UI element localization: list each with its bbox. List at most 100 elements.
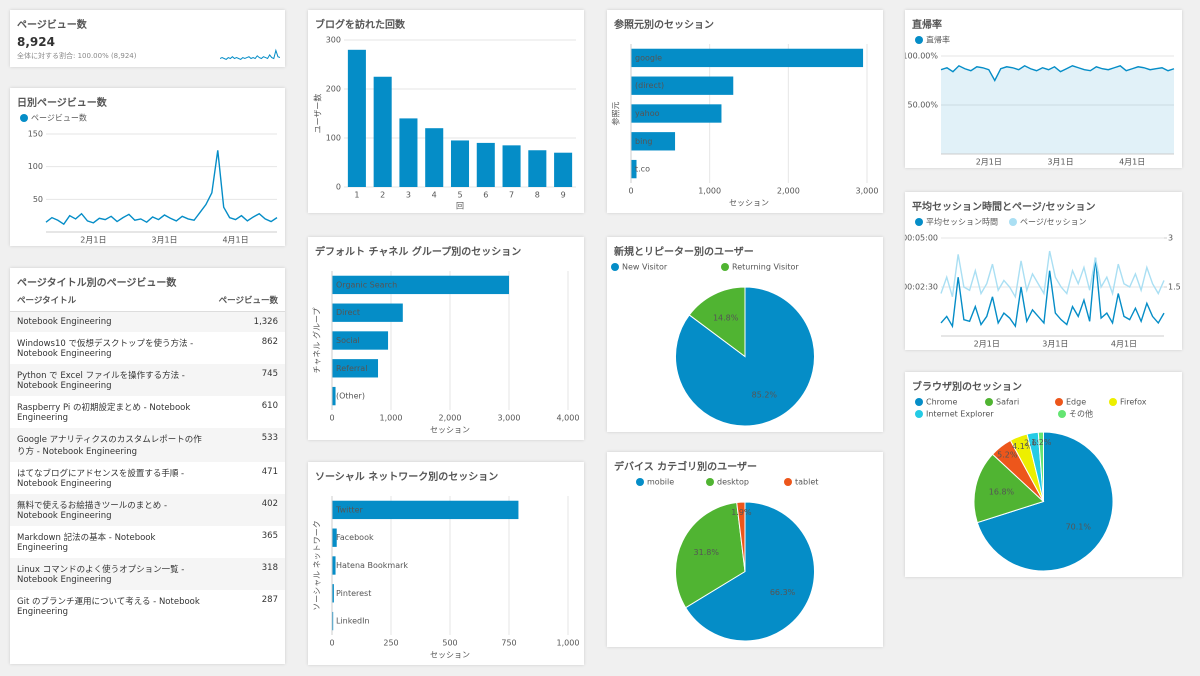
legend-label: ページ/セッション (1020, 218, 1087, 227)
widget: デバイス カテゴリ別のユーザー mobile desktop tablet 66.3% 3… (607, 452, 883, 647)
bar (332, 611, 334, 631)
y-tick-label: 100 (28, 162, 43, 171)
category-label: (direct) (635, 81, 664, 90)
x-tick-label: 250 (383, 639, 398, 648)
widget-title: ページタイトル別のページビュー数 (17, 278, 177, 289)
x-tick-label: 750 (501, 639, 516, 648)
category-label: t.co (635, 165, 650, 174)
slice-label: 4.1% (1012, 442, 1033, 451)
y-tick-label: 50.00% (907, 101, 938, 110)
widget-title: 新規とリピーター別のユーザー (614, 247, 754, 258)
bar (631, 132, 676, 151)
chart: New Visitor Returning Visitor 85.2% 14.8% (611, 263, 815, 427)
bar (450, 140, 470, 187)
y2-tick-label: 3 (1168, 234, 1173, 243)
x-tick-label: 5 (457, 191, 462, 200)
bar (332, 303, 403, 322)
legend-swatch (915, 218, 923, 226)
pie-slice (736, 501, 746, 572)
y-tick-label: 00:02:30 (905, 283, 938, 292)
x-tick-label: 4月1日 (222, 236, 248, 245)
legend-swatch (721, 263, 729, 271)
chart: mobile desktop tablet 66.3% 31.8% 1.9% (636, 478, 818, 642)
table-cell: Windows10 で仮想デスクトップを使う方法 - Notebook Engi… (17, 339, 194, 359)
x-tick-label: 1 (354, 191, 359, 200)
chart: 0 1,000 2,000 3,000 google (direct) yahoo bing t… (611, 44, 879, 208)
legend-label: Edge (1066, 398, 1086, 407)
x-tick-label: 1,000 (557, 639, 580, 648)
metric-note: 全体に対する割合: 100.00% (8,924) (17, 52, 137, 60)
x-tick-label: 1,000 (698, 187, 721, 196)
widget-title: ブラウザ別のセッション (912, 382, 1022, 393)
x-tick-label: 3月1日 (1047, 158, 1073, 167)
legend-swatch (1009, 218, 1017, 226)
bar (332, 500, 519, 520)
x-tick-label: 3 (406, 191, 411, 200)
x-tick-label: 4 (432, 191, 437, 200)
widget: ページタイトル別のページビュー数 ページタイトル ページビュー数 Notebook E… (10, 268, 285, 664)
table-cell: Linux コマンドのよく使うオプション一覧 - Notebook Engine… (10, 558, 212, 590)
chart: ページビュー数 50 100 150 2月1日 3月1日 4月1日 (20, 113, 278, 245)
slice-label: 1.9% (731, 508, 752, 517)
slice-label: 2.6% (1024, 439, 1045, 448)
table-row: Raspberry Pi の初期設定まとめ - Notebook Enginee… (10, 396, 285, 428)
table-cell: 287 (261, 595, 278, 605)
bar (332, 275, 509, 295)
y-axis-label: 参照元 (611, 102, 621, 126)
table-cell: 745 (211, 364, 285, 396)
bar (347, 49, 366, 187)
metric-value: 8,924 (17, 35, 55, 49)
table-cell: 無料で使えるお絵描きツールのまとめ - Notebook Engineering (10, 494, 212, 526)
bar (332, 528, 337, 547)
x-tick-label: 3,000 (856, 187, 879, 196)
series-line (940, 250, 1165, 299)
category-label: yahoo (635, 109, 660, 118)
legend-label: Internet Explorer (926, 410, 994, 419)
bar (332, 331, 389, 350)
x-axis-label: セッション (430, 426, 470, 435)
table-row: Linux コマンドのよく使うオプション一覧 - Notebook Engine… (10, 558, 285, 590)
legend-swatch (20, 114, 28, 122)
legend-label: Firefox (1120, 398, 1147, 407)
bar (332, 556, 336, 575)
category-label: Organic Search (336, 280, 397, 289)
x-tick-label: 2 (380, 191, 385, 200)
table-row: はてなブログにアドセンスを設置する手順 - Notebook Engineeri… (10, 462, 285, 494)
x-tick-label: 3月1日 (151, 236, 177, 245)
legend-swatch (611, 263, 619, 271)
legend-label: その他 (1069, 409, 1093, 419)
table-cell: 318 (211, 558, 285, 590)
bar (631, 159, 637, 179)
widget: 日別ページビュー数 ページビュー数 50 100 150 2月1日 3月1日 4月1日 (10, 88, 285, 246)
series-line (940, 257, 1165, 329)
category-label: Referral (336, 364, 367, 373)
legend-swatch (915, 398, 923, 406)
x-tick-label: 2月1日 (80, 236, 106, 245)
table-cell: 1,326 (211, 311, 285, 332)
x-tick-label: 8 (535, 191, 540, 200)
table-row: Git のブランチ運用について考える - Notebook Engineerin… (10, 590, 285, 622)
bar (502, 145, 521, 187)
table-cell: Notebook Engineering (10, 311, 212, 332)
table-header: ページタイトル ページビュー数 (10, 289, 285, 312)
y-tick-label: 0 (336, 183, 341, 192)
legend-label: tablet (795, 478, 818, 487)
slice-label: 5.2% (997, 450, 1018, 459)
slice-label: 1.2% (1031, 438, 1052, 447)
x-tick-label: 0 (329, 639, 334, 648)
widget-title: 直帰率 (912, 20, 942, 31)
legend-label: Safari (996, 398, 1019, 407)
y-axis-label: チャネル グループ (312, 308, 322, 374)
legend-swatch (1055, 398, 1063, 406)
widget: 直帰率 直帰率 50.00% 100.00% 2月1日 3月1日 4月1日 (905, 10, 1182, 168)
chart: 平均セッション時間 ページ/セッション 00:02:30 00:05:00 1.5 3 2月… (905, 217, 1181, 349)
bar (332, 584, 334, 603)
x-tick-label: 3,000 (498, 414, 521, 423)
category-label: Social (336, 336, 360, 345)
table-cell: 533 (211, 428, 285, 462)
bar (373, 76, 392, 187)
bar (399, 118, 418, 187)
table-row: Google アナリティクスのカスタムレポートの作り方 - Notebook E… (10, 428, 285, 462)
bar (332, 386, 336, 406)
